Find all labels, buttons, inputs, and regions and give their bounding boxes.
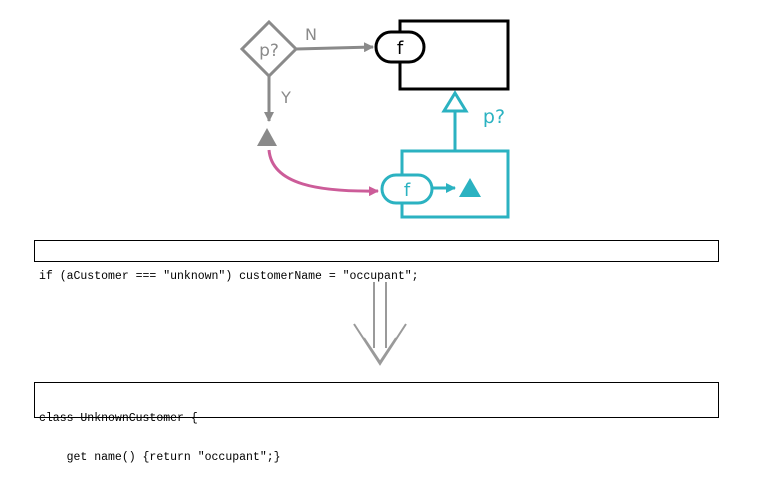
- move-to-subclass-curve: [267, 149, 379, 197]
- inheritance-arrowhead: [441, 90, 469, 113]
- code-before: if (aCustomer === "unknown") customerNam…: [34, 240, 719, 283]
- function-pill: [374, 30, 426, 64]
- code-after-line-1: class UnknownCustomer {: [39, 412, 198, 425]
- no-branch-arrow: [295, 42, 374, 53]
- no-label: N: [305, 25, 317, 44]
- code-before-line: if (aCustomer === "unknown") customerNam…: [39, 270, 419, 283]
- code-after-line-2: get name() {return "occupant";}: [39, 451, 281, 464]
- subclass-special-triangle: [459, 178, 481, 197]
- function-label: f: [397, 38, 404, 59]
- refactoring-diagram: p? N Y f p? f: [239, 19, 510, 219]
- subclass-function-label: f: [404, 180, 411, 201]
- decision-label: p?: [259, 41, 279, 61]
- transform-arrow: [353, 282, 407, 366]
- code-after: class UnknownCustomer { get name() {retu…: [34, 382, 719, 464]
- yes-label: Y: [280, 88, 291, 107]
- inherit-label: p?: [483, 106, 505, 128]
- special-case-triangle: [257, 128, 277, 146]
